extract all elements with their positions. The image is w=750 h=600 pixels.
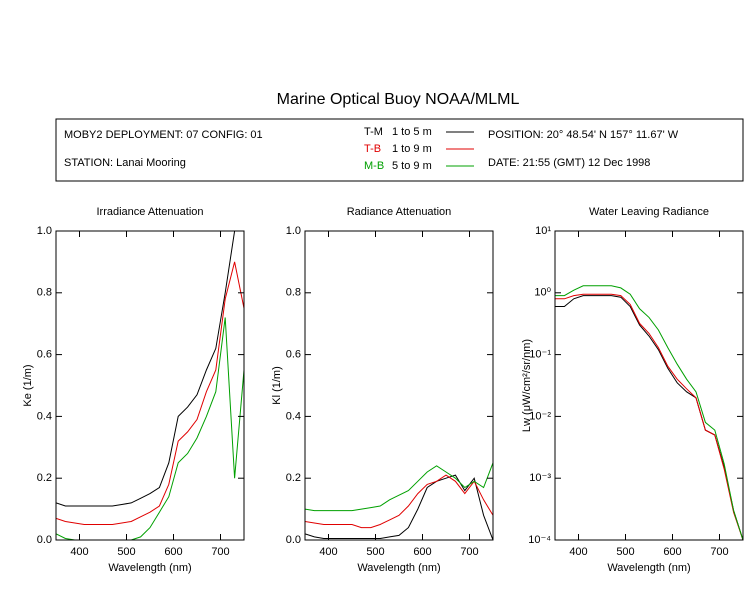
- x-tick-label: 400: [319, 546, 337, 558]
- y-axis-label: Kl (1/m): [271, 366, 283, 405]
- y-tick-label: 1.0: [286, 225, 301, 237]
- x-tick-label: 400: [70, 546, 88, 558]
- plot-frame: [554, 230, 744, 541]
- series-line: [555, 293, 743, 540]
- y-tick-label: 10⁻²: [529, 410, 551, 422]
- x-axis-label: Wavelength (nm): [607, 562, 690, 574]
- y-tick-label: 1.0: [37, 225, 52, 237]
- series-line: [305, 462, 493, 512]
- legend-label: 1 to 5 m: [392, 126, 432, 138]
- x-tick-label: 500: [117, 546, 135, 558]
- chart-title: Water Leaving Radiance: [589, 206, 709, 218]
- x-tick-label: 700: [460, 546, 478, 558]
- y-tick-label: 10⁻³: [529, 472, 551, 484]
- series-line: [555, 295, 743, 540]
- y-tick-label: 0.0: [286, 534, 301, 546]
- x-axis-label: Wavelength (nm): [108, 562, 191, 574]
- x-tick-label: 500: [366, 546, 384, 558]
- info-text: POSITION: 20° 48.54' N 157° 11.67' W: [488, 129, 679, 141]
- legend-name: T-B: [364, 143, 381, 155]
- x-tick-label: 700: [211, 546, 229, 558]
- series-line: [56, 231, 244, 507]
- x-tick-label: 600: [413, 546, 431, 558]
- info-text: DATE: 21:55 (GMT) 12 Dec 1998: [488, 157, 650, 169]
- series-line: [305, 474, 493, 529]
- series-line: [305, 474, 493, 540]
- info-box: [55, 118, 744, 182]
- x-tick-label: 400: [569, 546, 587, 558]
- y-tick-label: 0.8: [37, 287, 52, 299]
- chart-title: Radiance Attenuation: [347, 206, 452, 218]
- x-tick-label: 500: [616, 546, 634, 558]
- series-line: [56, 261, 244, 525]
- legend-name: T-M: [364, 126, 383, 138]
- y-axis-label: Ke (1/m): [22, 364, 34, 406]
- chart-title: Irradiance Attenuation: [96, 206, 203, 218]
- figure-title: Marine Optical Buoy NOAA/MLML: [277, 91, 520, 108]
- y-tick-label: 0.4: [286, 410, 301, 422]
- x-tick-label: 700: [710, 546, 728, 558]
- y-tick-label: 10⁻⁴: [528, 534, 551, 546]
- series-line: [56, 317, 244, 540]
- y-tick-label: 0.6: [37, 349, 52, 361]
- y-tick-label: 0.8: [286, 287, 301, 299]
- y-tick-label: 0.0: [37, 534, 52, 546]
- series-line: [555, 285, 743, 540]
- plot-frame: [55, 230, 245, 541]
- x-axis-label: Wavelength (nm): [357, 562, 440, 574]
- plot-frame: [304, 230, 494, 541]
- y-tick-label: 10⁻¹: [529, 349, 551, 361]
- y-tick-label: 0.2: [286, 472, 301, 484]
- y-axis-label: Lw (μW/cm²/sr/nm): [521, 339, 533, 432]
- y-tick-label: 0.2: [37, 472, 52, 484]
- y-tick-label: 0.4: [37, 410, 52, 422]
- legend-name: M-B: [364, 160, 384, 172]
- info-text: MOBY2 DEPLOYMENT: 07 CONFIG: 01: [64, 129, 263, 141]
- x-tick-label: 600: [663, 546, 681, 558]
- legend-label: 1 to 9 m: [392, 143, 432, 155]
- x-tick-label: 600: [164, 546, 182, 558]
- info-text: STATION: Lanai Mooring: [64, 157, 186, 169]
- legend-label: 5 to 9 m: [392, 160, 432, 172]
- y-tick-label: 10¹: [535, 225, 551, 237]
- y-tick-label: 0.6: [286, 349, 301, 361]
- y-tick-label: 10⁰: [534, 287, 551, 299]
